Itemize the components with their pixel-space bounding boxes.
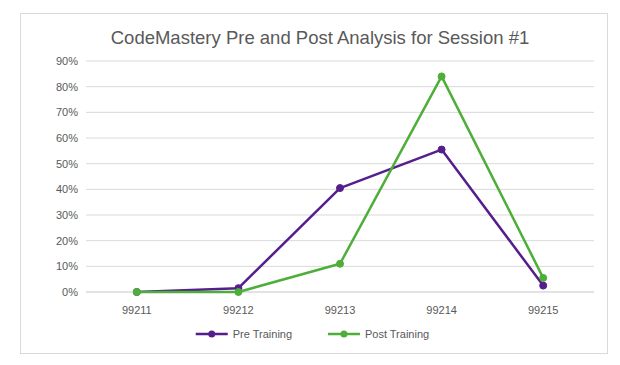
y-tick-label: 40%	[56, 183, 78, 195]
plot-marks	[133, 73, 546, 296]
x-tick-label: 99213	[325, 304, 356, 316]
y-tick-label: 80%	[56, 81, 78, 93]
x-tick-label: 99214	[426, 304, 457, 316]
y-tick-label: 10%	[56, 260, 78, 272]
y-tick-label: 30%	[56, 209, 78, 221]
grid-line	[86, 61, 594, 62]
series-line	[137, 76, 543, 292]
grid-line	[86, 112, 594, 113]
y-tick-label: 50%	[56, 158, 78, 170]
series-marker	[133, 289, 140, 296]
legend-label: Pre Training	[233, 328, 292, 340]
y-tick-label: 0%	[62, 286, 78, 298]
x-tick-label: 99215	[528, 304, 559, 316]
y-tick-label: 90%	[56, 55, 78, 67]
chart: CodeMastery Pre and Post Analysis for Se…	[0, 0, 620, 365]
grid-line	[86, 215, 594, 216]
legend-marker	[208, 331, 215, 338]
series-marker	[337, 185, 344, 192]
series-line	[137, 150, 543, 292]
legend-marker	[340, 331, 347, 338]
series-marker	[438, 73, 445, 80]
grid-line	[86, 86, 594, 87]
series-marker	[540, 282, 547, 289]
chart-frame	[21, 14, 608, 354]
chart-title: CodeMastery Pre and Post Analysis for Se…	[111, 27, 530, 48]
y-tick-label: 60%	[56, 132, 78, 144]
grid-line	[86, 138, 594, 139]
legend: Pre Training Post Training	[196, 328, 429, 340]
series-marker	[540, 274, 547, 281]
y-tick-label: 70%	[56, 106, 78, 118]
series-marker	[337, 260, 344, 267]
grid-line	[86, 240, 594, 241]
series-marker	[438, 146, 445, 153]
series-marker	[133, 289, 140, 296]
legend-label: Post Training	[365, 328, 429, 340]
series-marker	[235, 289, 242, 296]
x-tick-label: 99212	[223, 304, 254, 316]
grid-line	[86, 163, 594, 164]
y-tick-label: 20%	[56, 235, 78, 247]
x-tick-label: 99211	[122, 304, 152, 316]
